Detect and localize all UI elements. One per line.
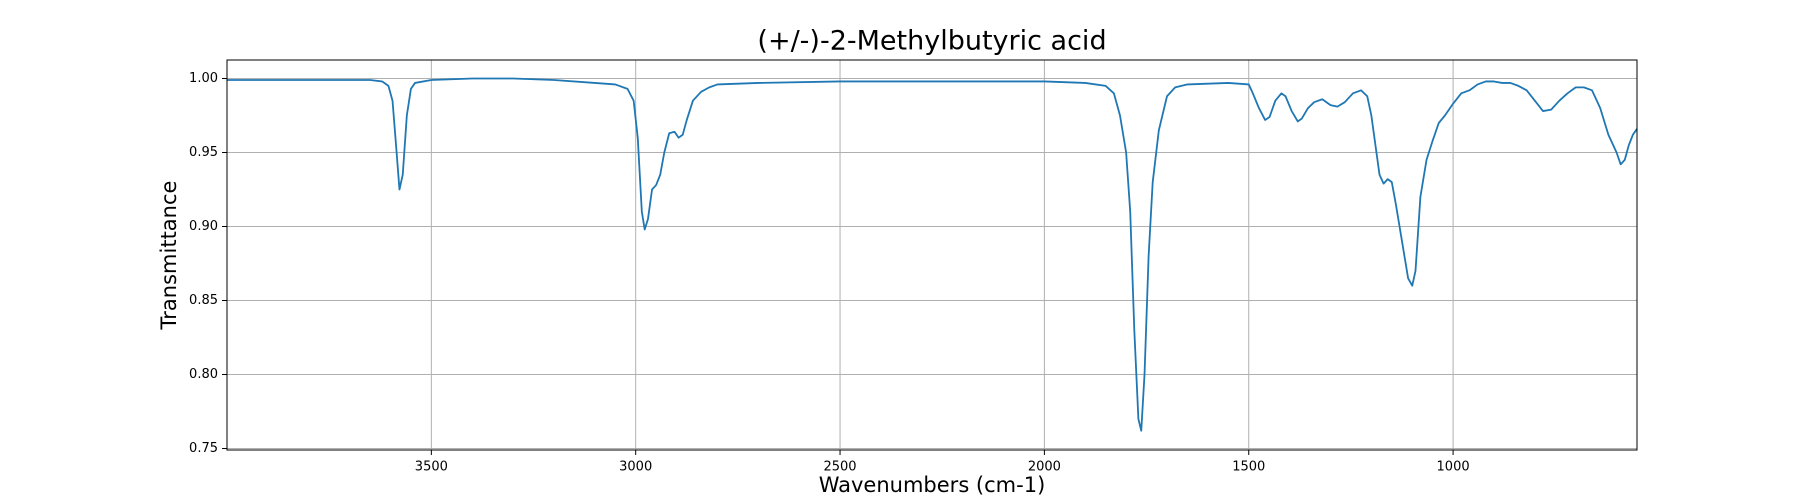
y-tick-label: 0.85 (189, 293, 218, 308)
x-tick-label: 2500 (823, 460, 856, 475)
x-axis-label: Wavenumbers (cm-1) (819, 473, 1046, 497)
y-tick-label: 1.00 (189, 71, 218, 86)
y-tick-label: 0.75 (189, 441, 218, 456)
y-tick-label: 0.80 (189, 367, 218, 382)
x-tick-label: 3500 (415, 460, 448, 475)
y-axis-label: Transmittance (157, 181, 181, 331)
x-tick-label: 3000 (619, 460, 652, 475)
y-tick-label: 0.90 (189, 219, 218, 234)
x-tick-label: 1500 (1232, 460, 1265, 475)
plot-frame (226, 59, 1638, 451)
chart-title: (+/-)-2-Methylbutyric acid (757, 26, 1106, 57)
spectrum-line (227, 77, 1638, 432)
x-tick-label: 1000 (1437, 460, 1470, 475)
x-tick-label: 2000 (1028, 460, 1061, 475)
y-tick-label: 0.95 (189, 145, 218, 160)
